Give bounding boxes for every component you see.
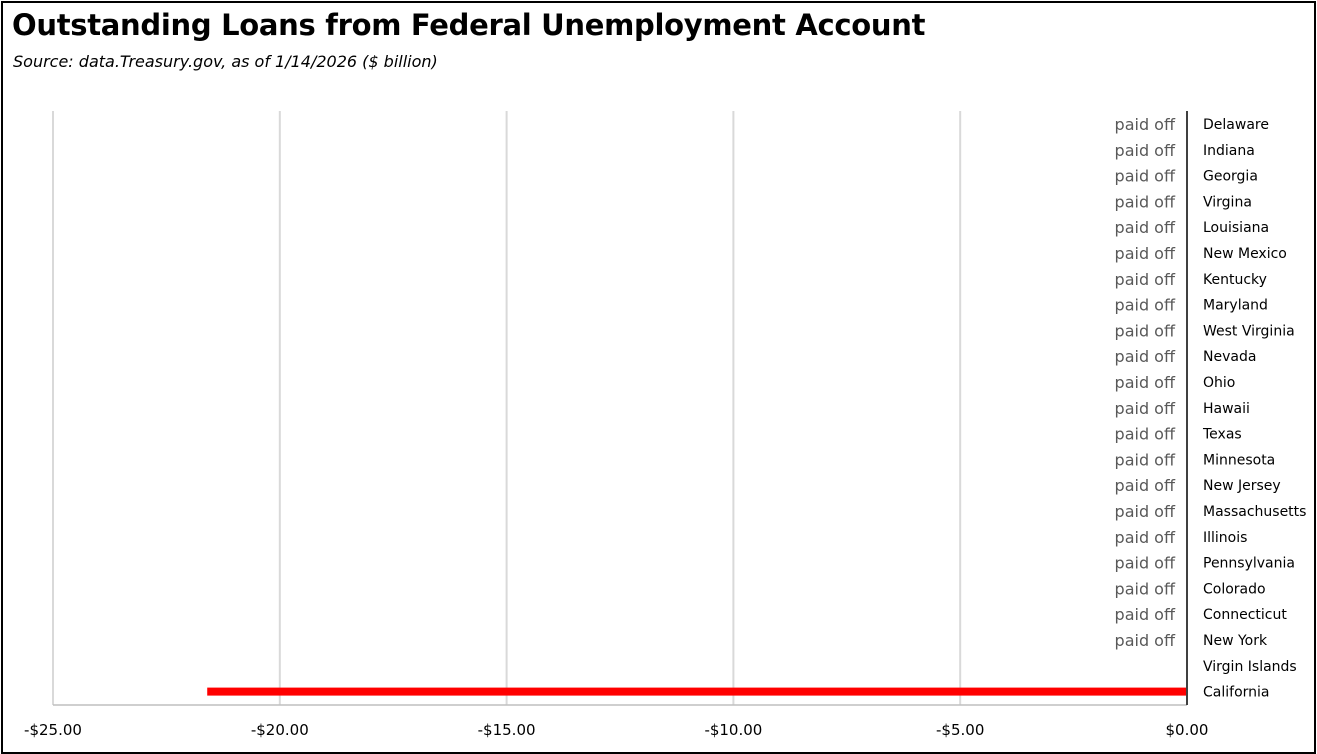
data-label: paid off	[1115, 167, 1176, 186]
data-label: paid off	[1115, 347, 1176, 366]
data-label: paid off	[1115, 554, 1176, 573]
data-label: paid off	[1115, 605, 1176, 624]
data-label: paid off	[1115, 399, 1176, 418]
category-label: Massachusetts	[1203, 504, 1306, 520]
category-label: Connecticut	[1203, 607, 1287, 623]
data-label: paid off	[1115, 450, 1176, 469]
bar	[207, 687, 1187, 696]
category-label: Georgia	[1203, 169, 1258, 185]
data-label: paid off	[1115, 218, 1176, 237]
category-label: Colorado	[1203, 581, 1266, 597]
data-label: paid off	[1115, 528, 1176, 547]
chart-subtitle: Source: data.Treasury.gov, as of 1/14/20…	[13, 52, 438, 71]
x-tick-label: -$20.00	[251, 721, 309, 739]
category-label: West Virginia	[1203, 323, 1295, 339]
x-tick-label: -$15.00	[478, 721, 536, 739]
category-label: New Mexico	[1203, 246, 1287, 262]
category-label: Illinois	[1203, 530, 1247, 546]
data-label: paid off	[1115, 373, 1176, 392]
data-label: paid off	[1115, 141, 1176, 160]
data-label: paid off	[1115, 631, 1176, 650]
data-label: paid off	[1115, 244, 1176, 263]
x-tick-label: $0.00	[1166, 721, 1209, 739]
category-label: Pennsylvania	[1203, 556, 1295, 572]
category-label: Virgin Islands	[1203, 659, 1297, 675]
category-label: Louisiana	[1203, 220, 1269, 236]
category-label: Kentucky	[1203, 272, 1267, 288]
category-label: Delaware	[1203, 117, 1269, 133]
data-label: paid off	[1115, 321, 1176, 340]
chart-title: Outstanding Loans from Federal Unemploym…	[12, 8, 926, 42]
category-label: New York	[1203, 633, 1268, 649]
category-label: Hawaii	[1203, 401, 1250, 417]
data-label: paid off	[1115, 270, 1176, 289]
data-label: paid off	[1115, 502, 1176, 521]
data-label: paid off	[1115, 296, 1176, 315]
category-label: Texas	[1202, 427, 1242, 443]
data-label: paid off	[1115, 115, 1176, 134]
category-label: Ohio	[1203, 375, 1235, 391]
data-label: paid off	[1115, 579, 1176, 598]
category-label: New Jersey	[1203, 478, 1281, 494]
category-label: California	[1203, 685, 1269, 701]
data-label: paid off	[1115, 476, 1176, 495]
category-label: Maryland	[1203, 298, 1268, 314]
category-label: Minnesota	[1203, 452, 1275, 468]
x-tick-label: -$10.00	[704, 721, 762, 739]
x-tick-label: -$25.00	[24, 721, 82, 739]
data-label: paid off	[1115, 192, 1176, 211]
category-label: Nevada	[1203, 349, 1256, 365]
category-label: Indiana	[1203, 143, 1255, 159]
x-tick-label: -$5.00	[936, 721, 984, 739]
data-label: paid off	[1115, 425, 1176, 444]
category-label: Virgina	[1203, 194, 1252, 210]
